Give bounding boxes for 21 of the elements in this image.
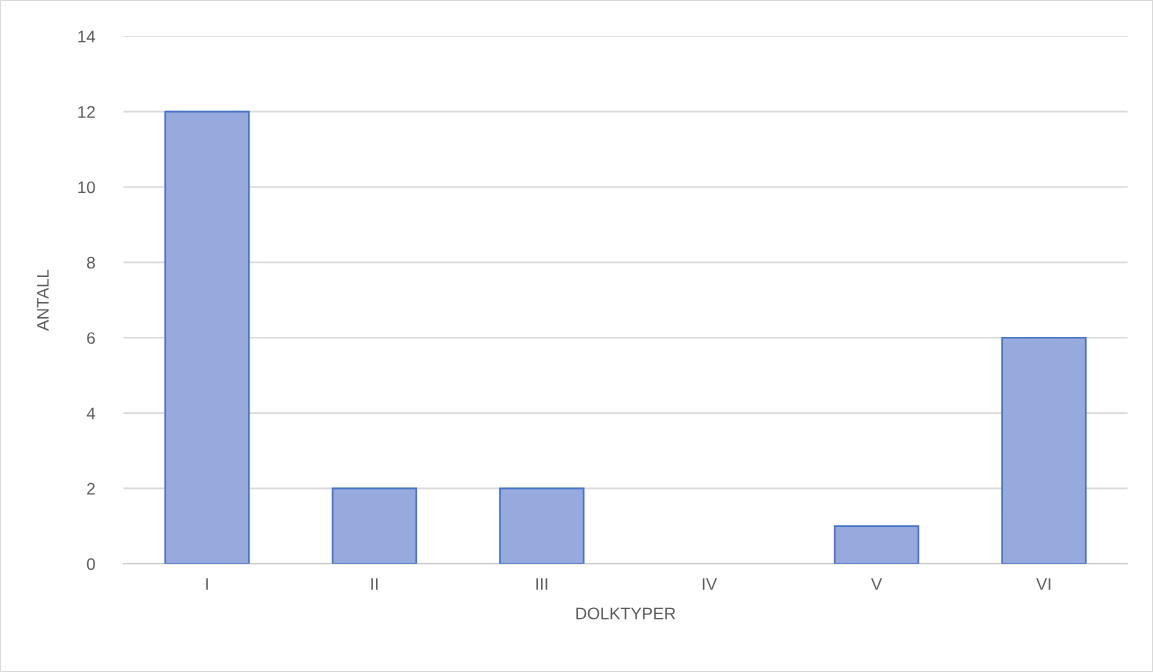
y-tick-label: 8 bbox=[87, 256, 95, 269]
x-tick-label: IV bbox=[702, 578, 717, 590]
bar bbox=[331, 487, 418, 564]
y-axis-title: ANTALL bbox=[37, 269, 49, 331]
y-tick-label: 0 bbox=[86, 558, 95, 571]
bar bbox=[833, 525, 920, 564]
bar bbox=[164, 110, 250, 564]
y-tick-label: 4 bbox=[86, 407, 96, 420]
y-tick-label: 14 bbox=[78, 30, 96, 43]
x-tick-label: III bbox=[536, 578, 548, 590]
y-tick-label: 12 bbox=[78, 106, 95, 118]
y-tick-label: 6 bbox=[87, 332, 95, 344]
x-tick-label: I bbox=[206, 578, 208, 590]
y-tick-label: 10 bbox=[78, 181, 95, 194]
bar bbox=[1001, 336, 1087, 564]
y-tick-label: 2 bbox=[87, 482, 95, 495]
bar bbox=[499, 487, 585, 564]
x-tick-label: II bbox=[371, 578, 378, 590]
x-axis-title: DOLKTYPER bbox=[576, 607, 676, 620]
x-tick-label: V bbox=[871, 578, 883, 590]
x-tick-label: VI bbox=[1036, 578, 1051, 590]
